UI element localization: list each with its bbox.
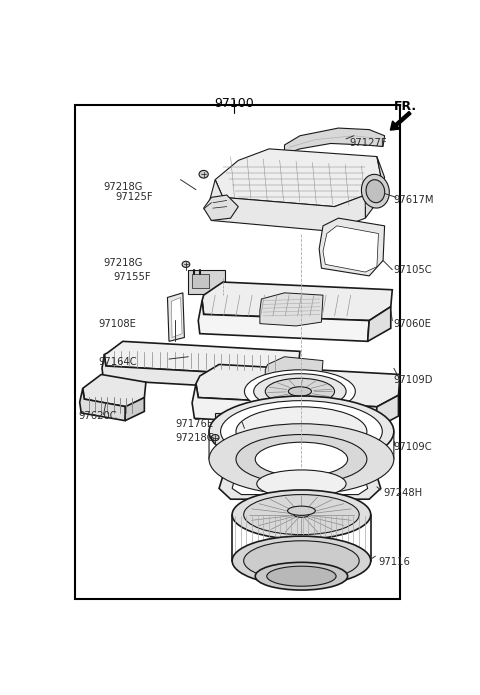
Ellipse shape xyxy=(294,512,309,517)
Text: 97060E: 97060E xyxy=(394,318,432,329)
Text: 97109C: 97109C xyxy=(394,442,432,452)
Bar xyxy=(188,270,225,295)
Ellipse shape xyxy=(257,470,346,498)
Text: FR.: FR. xyxy=(394,100,417,113)
Polygon shape xyxy=(323,226,378,272)
Text: 97617M: 97617M xyxy=(394,195,434,206)
Text: 97100: 97100 xyxy=(215,97,254,111)
Ellipse shape xyxy=(244,495,359,534)
Polygon shape xyxy=(168,293,184,341)
Ellipse shape xyxy=(255,562,348,590)
Polygon shape xyxy=(260,293,323,326)
Ellipse shape xyxy=(244,370,355,413)
Polygon shape xyxy=(285,128,384,154)
Ellipse shape xyxy=(236,434,367,484)
Ellipse shape xyxy=(209,396,394,467)
Polygon shape xyxy=(215,149,381,206)
Polygon shape xyxy=(209,179,365,231)
Ellipse shape xyxy=(211,434,219,441)
Text: 97127F: 97127F xyxy=(349,138,387,148)
Polygon shape xyxy=(196,364,400,407)
Ellipse shape xyxy=(182,261,190,268)
Bar xyxy=(192,275,209,288)
FancyArrow shape xyxy=(390,111,411,130)
Ellipse shape xyxy=(361,174,389,208)
Polygon shape xyxy=(375,395,398,428)
Text: 97218G: 97218G xyxy=(104,181,143,192)
Ellipse shape xyxy=(265,378,335,404)
Bar xyxy=(75,105,400,599)
Text: 97218G: 97218G xyxy=(104,258,143,268)
Polygon shape xyxy=(192,384,377,428)
Text: 97176E: 97176E xyxy=(175,419,213,429)
Ellipse shape xyxy=(267,566,336,586)
Text: 97105C: 97105C xyxy=(394,265,432,275)
Polygon shape xyxy=(244,413,281,439)
Polygon shape xyxy=(171,297,182,338)
Polygon shape xyxy=(198,300,369,341)
Text: 97155F: 97155F xyxy=(114,272,151,282)
Ellipse shape xyxy=(254,374,346,409)
Ellipse shape xyxy=(209,424,394,495)
Text: 97248H: 97248H xyxy=(383,488,422,498)
Ellipse shape xyxy=(232,490,371,539)
Text: 97116: 97116 xyxy=(378,557,410,567)
Polygon shape xyxy=(102,354,281,390)
Ellipse shape xyxy=(288,506,315,516)
Polygon shape xyxy=(204,195,238,220)
Polygon shape xyxy=(365,156,384,218)
Text: 97218G: 97218G xyxy=(175,432,215,443)
Polygon shape xyxy=(219,464,381,499)
Polygon shape xyxy=(265,357,323,385)
Text: 97620C: 97620C xyxy=(78,411,117,421)
Ellipse shape xyxy=(366,180,384,203)
Ellipse shape xyxy=(288,387,312,396)
Ellipse shape xyxy=(221,400,382,462)
Bar xyxy=(219,416,231,427)
Polygon shape xyxy=(83,375,146,407)
Polygon shape xyxy=(202,282,392,320)
Polygon shape xyxy=(104,341,300,376)
Polygon shape xyxy=(80,389,127,420)
Bar xyxy=(215,413,244,432)
Ellipse shape xyxy=(244,541,359,581)
Polygon shape xyxy=(279,367,299,390)
Text: 97125F: 97125F xyxy=(115,193,153,202)
Ellipse shape xyxy=(236,407,367,456)
Polygon shape xyxy=(125,398,144,420)
Text: 97108E: 97108E xyxy=(98,318,136,329)
Ellipse shape xyxy=(199,170,208,178)
Polygon shape xyxy=(368,306,391,341)
Ellipse shape xyxy=(255,442,348,476)
Text: 97109D: 97109D xyxy=(394,375,433,385)
Polygon shape xyxy=(319,218,384,276)
Ellipse shape xyxy=(232,536,371,585)
Polygon shape xyxy=(232,470,368,495)
Text: 97164C: 97164C xyxy=(98,357,137,367)
